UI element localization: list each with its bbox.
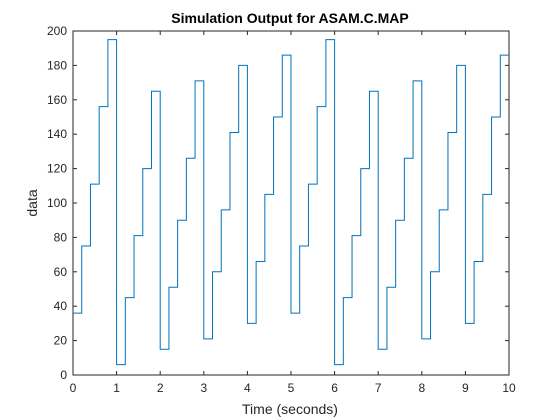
y-tick-label: 160 — [47, 93, 67, 107]
y-tick-label: 40 — [54, 299, 68, 313]
y-tick-label: 140 — [47, 127, 67, 141]
y-tick-label: 120 — [47, 162, 67, 176]
y-tick-label: 180 — [47, 58, 67, 72]
x-tick-label: 0 — [70, 381, 77, 395]
x-tick-label: 9 — [462, 381, 469, 395]
y-tick-label: 200 — [47, 24, 67, 38]
x-tick-label: 8 — [418, 381, 425, 395]
x-tick-label: 2 — [157, 381, 164, 395]
y-tick-label: 60 — [54, 265, 68, 279]
y-axis-label: data — [24, 189, 40, 216]
x-axis-label: Time (seconds) — [242, 401, 338, 417]
y-tick-label: 80 — [54, 230, 68, 244]
x-tick-label: 1 — [113, 381, 120, 395]
chart-title: Simulation Output for ASAM.C.MAP — [171, 10, 408, 26]
x-tick-label: 5 — [288, 381, 295, 395]
y-tick-label: 20 — [54, 334, 68, 348]
y-tick-label: 0 — [60, 368, 67, 382]
x-tick-label: 10 — [502, 381, 516, 395]
x-tick-label: 3 — [200, 381, 207, 395]
y-tick-label: 100 — [47, 196, 67, 210]
series-line — [73, 39, 509, 366]
x-tick-label: 6 — [331, 381, 338, 395]
x-tick-label: 7 — [375, 381, 382, 395]
x-tick-label: 4 — [244, 381, 251, 395]
